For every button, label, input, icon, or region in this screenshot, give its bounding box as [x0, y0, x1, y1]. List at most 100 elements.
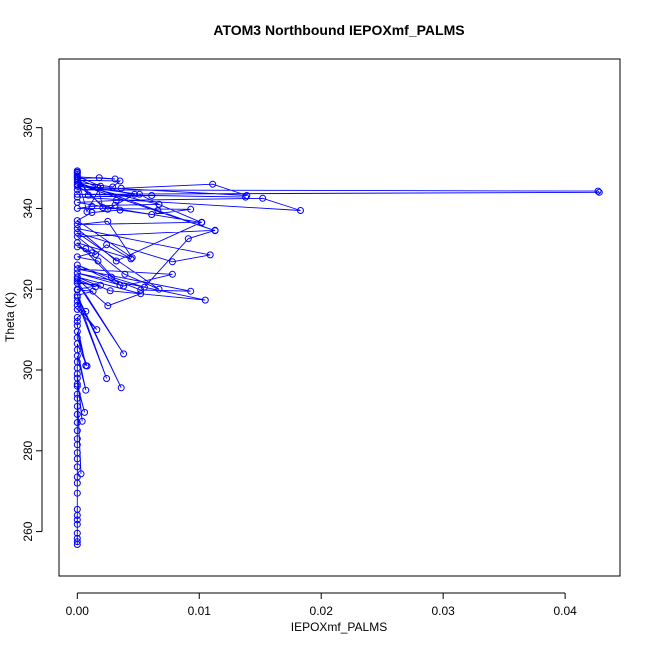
data-point	[259, 194, 267, 202]
data-point	[104, 217, 112, 225]
data-point	[84, 191, 92, 199]
data-point	[73, 233, 81, 241]
data-point	[81, 408, 89, 416]
data-point	[137, 290, 145, 298]
y-tick-label: 280	[21, 440, 35, 460]
data-point	[97, 182, 104, 190]
data-point	[88, 249, 96, 257]
data-point	[73, 374, 81, 382]
data-point	[595, 188, 603, 196]
data-point	[82, 307, 90, 315]
data-point	[116, 206, 124, 214]
data-point	[111, 175, 119, 183]
data-point	[73, 277, 81, 285]
data-point	[120, 350, 128, 358]
x-axis: 0.00 0.01 0.02 0.03 0.04	[66, 592, 577, 618]
data-point	[136, 190, 143, 198]
data-point	[73, 167, 81, 175]
y-tick-label: 360	[21, 117, 35, 137]
data-point	[82, 386, 90, 394]
data-point	[116, 281, 124, 289]
data-point	[297, 207, 304, 214]
data-point	[95, 174, 103, 182]
data-point	[117, 184, 125, 192]
data-point	[73, 394, 81, 402]
data-point	[121, 270, 129, 278]
data-point	[73, 217, 81, 225]
data-point	[111, 201, 119, 209]
data-point	[73, 322, 81, 330]
data-point	[94, 257, 102, 265]
data-point	[168, 270, 176, 278]
x-tick-label: 0.01	[188, 604, 212, 618]
data-point	[73, 243, 81, 251]
data-point	[103, 375, 111, 382]
x-tick-label: 0.03	[431, 604, 455, 618]
data-point	[92, 251, 100, 258]
y-axis: 260 280 300 320 340 360	[21, 117, 43, 542]
data-point	[83, 208, 91, 216]
data-point	[120, 282, 128, 290]
data-point	[82, 362, 90, 370]
data-point	[73, 198, 81, 206]
data-point	[104, 302, 112, 310]
data-point	[242, 193, 250, 201]
data-point	[243, 192, 251, 199]
data-point	[103, 241, 111, 249]
data-point	[73, 538, 81, 546]
data-point	[73, 505, 81, 513]
data-point	[73, 253, 81, 261]
y-axis-label: Theta (K)	[3, 292, 17, 342]
data-point	[154, 207, 162, 214]
x-tick-label: 0.02	[310, 604, 334, 618]
data-point	[78, 417, 86, 425]
data-point	[594, 187, 602, 195]
data-point	[107, 273, 115, 281]
data-point	[73, 520, 81, 528]
data-point	[104, 205, 112, 213]
data-point	[73, 402, 81, 410]
data-point	[73, 382, 81, 390]
data-point	[73, 221, 81, 229]
y-tick-label: 320	[21, 279, 35, 299]
data-point	[73, 410, 81, 418]
data-point	[140, 283, 148, 291]
data-point	[73, 314, 81, 321]
y-tick-label: 340	[21, 198, 35, 218]
data-point	[112, 196, 120, 204]
y-tick-label: 300	[21, 360, 35, 380]
data-point	[73, 534, 81, 542]
data-point	[73, 305, 81, 313]
data-point	[73, 390, 81, 398]
data-point	[73, 229, 81, 237]
data-point	[117, 384, 125, 392]
data-point	[128, 254, 136, 262]
x-axis-label: IEPOXmf_PALMS	[291, 620, 387, 634]
data-point	[187, 287, 195, 295]
data-point	[211, 227, 219, 235]
data-point	[148, 211, 156, 218]
y-tick-label: 260	[21, 521, 35, 541]
data-point	[92, 283, 100, 291]
data-point	[201, 296, 209, 304]
data-point	[82, 245, 90, 253]
data-point	[73, 190, 81, 198]
x-tick-label: 0.04	[553, 604, 577, 618]
data-point	[93, 326, 101, 334]
data-point	[206, 251, 214, 259]
data-point	[73, 261, 81, 269]
data-point	[99, 204, 107, 212]
data-point	[73, 269, 81, 277]
data-point	[73, 225, 81, 233]
data-point	[198, 219, 206, 227]
data-point	[73, 293, 81, 301]
data-point	[73, 419, 81, 426]
plot-frame	[58, 58, 621, 577]
data-point	[106, 287, 114, 295]
data-point	[73, 193, 81, 201]
data-point	[73, 318, 81, 325]
data-point	[187, 205, 195, 213]
data-point	[73, 529, 81, 537]
data-point	[73, 301, 81, 309]
